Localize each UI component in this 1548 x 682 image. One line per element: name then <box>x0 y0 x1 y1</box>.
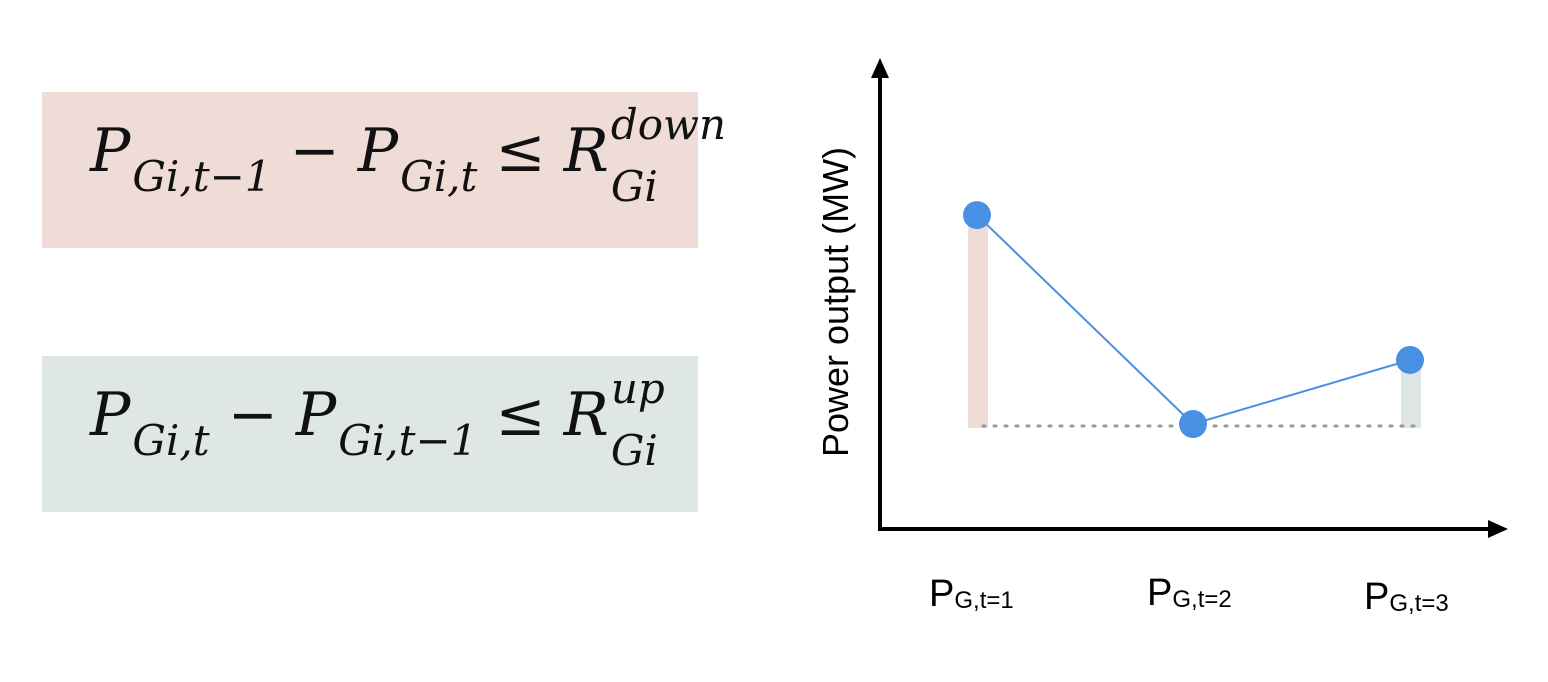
eq-minus: − <box>227 379 278 450</box>
eq-ramp-scripts: up Gi <box>610 367 665 482</box>
tick-main: P <box>929 573 954 615</box>
tick-subscript: G,t=1 <box>954 587 1013 614</box>
eq-subscript: Gi <box>610 425 658 475</box>
x-axis-arrow-icon <box>1488 520 1508 538</box>
eq-subscript: Gi,t−1 <box>132 151 272 201</box>
series-segment <box>1192 359 1411 425</box>
tick-subscript: G,t=3 <box>1389 590 1448 617</box>
x-tick-label: PG,t=1 <box>929 573 1014 615</box>
x-tick-labels: PG,t=1 PG,t=2 PG,t=3 <box>929 572 1449 618</box>
eq-ramp-limit: R <box>563 115 609 186</box>
eq-term: P <box>295 379 337 450</box>
series-segment <box>976 214 1194 425</box>
data-point <box>963 201 991 230</box>
eq-term: P <box>90 379 131 450</box>
x-tick-label: PG,t=3 <box>1364 576 1449 618</box>
data-point <box>1179 410 1207 439</box>
y-axis-arrow-icon <box>871 58 889 78</box>
eq-superscript: up <box>610 363 665 413</box>
eq-subscript: Gi,t <box>400 151 478 201</box>
ramp-up-bar <box>1401 359 1421 429</box>
eq-superscript: down <box>610 99 727 149</box>
eq-leq: ≤ <box>495 115 546 186</box>
data-point <box>1396 345 1424 374</box>
y-axis-label: Power output (MW) <box>815 147 856 457</box>
eq-ramp-scripts: down Gi <box>610 103 726 218</box>
series-points <box>963 201 1424 439</box>
tick-main: P <box>1147 572 1172 614</box>
eq-ramp-limit: R <box>563 379 609 450</box>
tick-main: P <box>1364 576 1389 618</box>
ramp-bars <box>968 215 1421 429</box>
eq-subscript: Gi,t−1 <box>338 415 478 465</box>
series-lines <box>976 214 1411 425</box>
eq-subscript: Gi,t <box>132 415 210 465</box>
x-tick-label: PG,t=2 <box>1147 572 1232 614</box>
eq-term: P <box>357 115 399 186</box>
eq-minus: − <box>289 115 340 186</box>
eq-subscript: Gi <box>610 161 658 211</box>
eq-leq: ≤ <box>495 379 546 450</box>
ramp-down-bar <box>968 215 988 429</box>
tick-subscript: G,t=2 <box>1172 586 1231 613</box>
eq-term: P <box>90 115 131 186</box>
